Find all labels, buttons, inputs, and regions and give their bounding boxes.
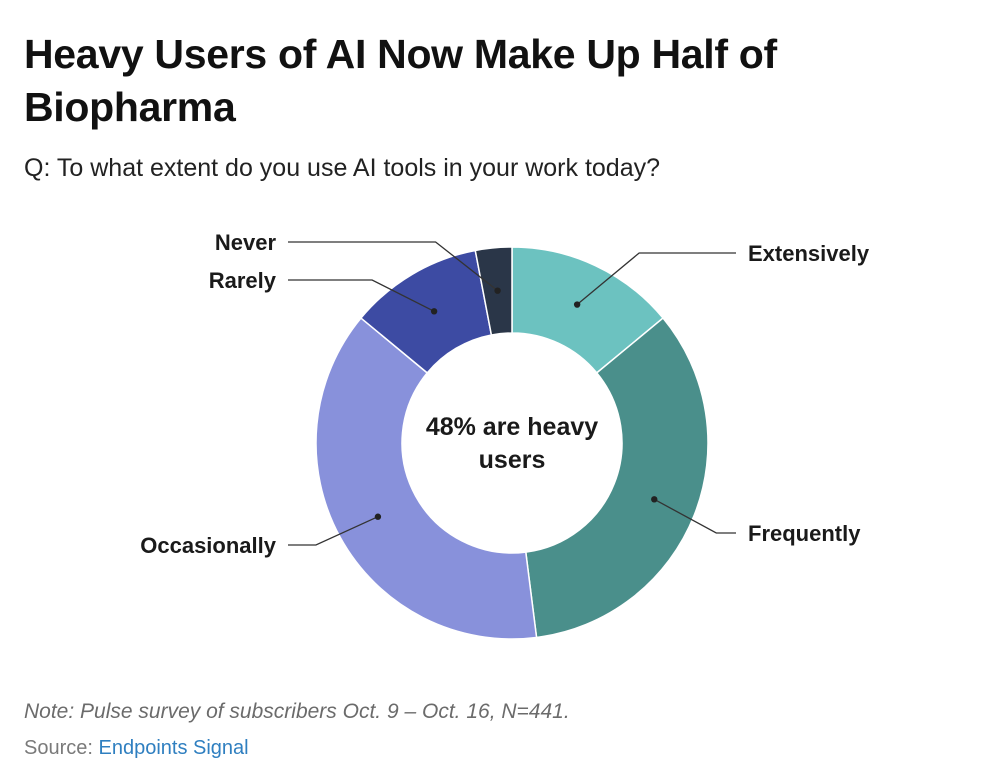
leader-line-occasionally [288,516,379,546]
leader-line-frequently [653,498,736,534]
leader-dot-occasionally [374,513,382,520]
slice-labels: Extensively Frequently Occasionally Rarely N… [140,230,870,558]
slice-label-extensively: Extensively [748,241,870,266]
center-label-line: users [479,446,546,474]
footnote: Note: Pulse survey of subscribers Oct. 9… [24,700,570,723]
center-label: 48% are heavy users [426,413,598,474]
chart-title: Heavy Users of AI Now Make Up Half of Bi… [24,31,777,130]
source-line: Source: Endpoints Signal [24,737,249,760]
leader-line-rarely [288,279,435,312]
leader-dot-never [494,287,501,294]
slice-label-occasionally: Occasionally [140,533,277,558]
slice-label-rarely: Rarely [209,268,277,293]
source-link[interactable]: Endpoints Signal [98,737,249,759]
label-leaders [288,241,736,546]
donut-slice-frequently[interactable] [524,317,709,639]
leader-dot-frequently [651,496,658,503]
donut-slice-occasionally[interactable] [315,317,538,640]
leader-dot-extensively [573,301,581,308]
leader-line-never [288,241,499,292]
chart-subtitle: Q: To what extent do you use AI tools in… [24,154,661,182]
slice-label-never: Never [215,230,277,255]
donut-slice-never[interactable] [474,246,513,336]
source-prefix: Source: [24,737,99,759]
leader-dot-rarely [430,308,438,315]
donut-slices [315,246,709,640]
leader-line-extensively [576,252,736,306]
slice-label-frequently: Frequently [748,521,861,546]
center-label-line: 48% are heavy [426,413,598,441]
